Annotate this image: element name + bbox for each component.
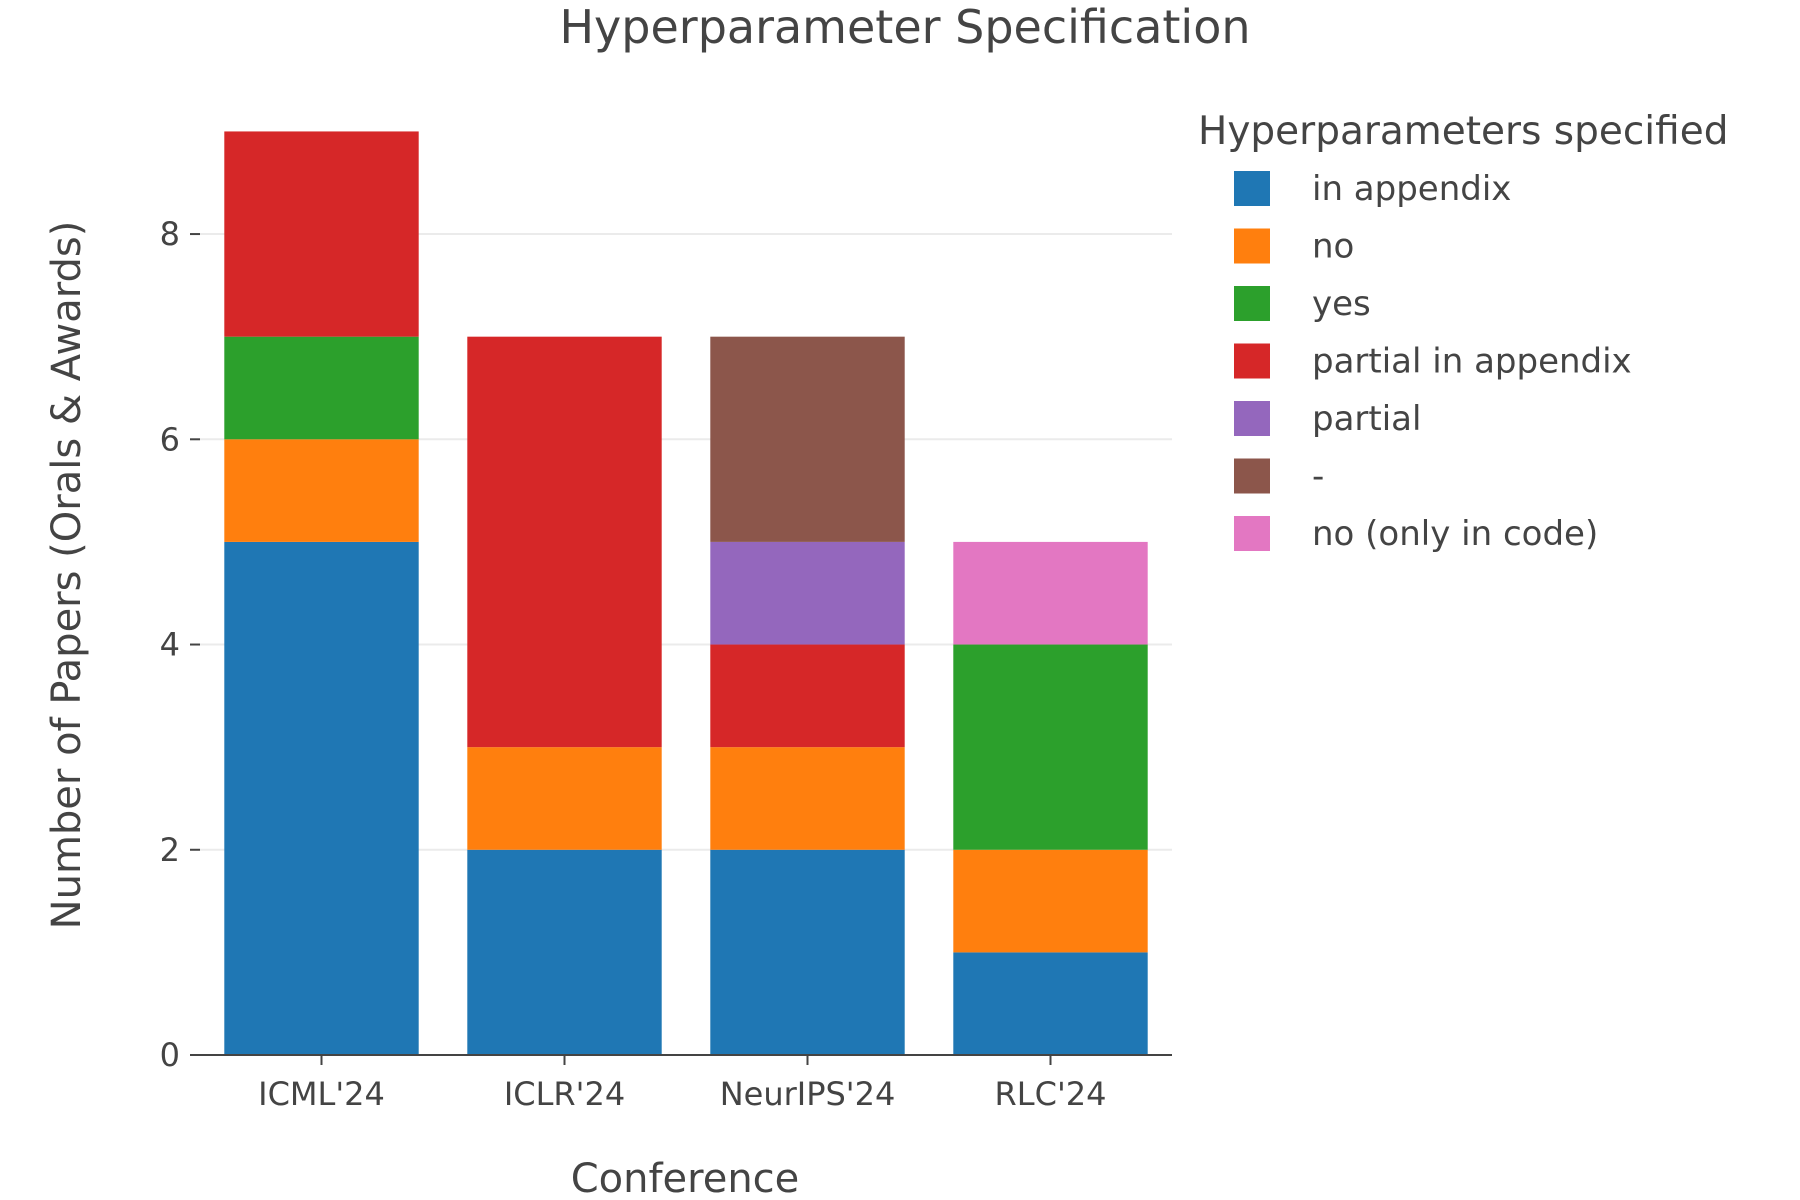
legend-swatch — [1234, 171, 1270, 206]
y-tick-label: 4 — [160, 626, 180, 664]
x-tick-label: RLC'24 — [995, 1075, 1107, 1113]
bar-segment[interactable] — [224, 541, 419, 1055]
legend-item[interactable]: partial in appendix — [1234, 342, 1632, 382]
legend-swatch — [1234, 516, 1270, 551]
legend-label: no (only in code) — [1312, 514, 1598, 554]
legend-label: in appendix — [1312, 169, 1511, 209]
bar-segment[interactable] — [467, 336, 662, 748]
bar-segment[interactable] — [224, 131, 419, 337]
bar-segment[interactable] — [224, 439, 419, 542]
bar-segment[interactable] — [953, 952, 1148, 1055]
legend-item[interactable]: in appendix — [1234, 169, 1511, 209]
bar-segment[interactable] — [710, 849, 905, 1055]
legend-label: partial — [1312, 399, 1421, 439]
legend[interactable]: Hyperparameters specified in appendix no y… — [1198, 109, 1728, 554]
bar-segment[interactable] — [467, 849, 662, 1055]
y-axis-title: Number of Papers (Orals & Awards) — [44, 221, 90, 930]
bar-segment[interactable] — [710, 336, 905, 542]
x-tick-label: ICML'24 — [258, 1075, 385, 1113]
bar-segment[interactable] — [710, 747, 905, 850]
legend-item[interactable]: yes — [1234, 284, 1371, 324]
legend-swatch — [1234, 228, 1270, 264]
bar-segment[interactable] — [953, 541, 1148, 645]
x-axis-title: Conference — [571, 1156, 800, 1200]
bar-segment[interactable] — [224, 336, 419, 440]
legend-label: no — [1312, 227, 1354, 267]
legend-swatch — [1234, 343, 1270, 379]
y-tick-label: 6 — [160, 420, 180, 458]
chart-title: Hyperparameter Specification — [559, 0, 1250, 54]
legend-item[interactable]: - — [1234, 457, 1324, 497]
y-tick-label: 0 — [160, 1036, 180, 1074]
axes: 0 2 4 6 8 ICML'24 ICLR'24 NeurIPS'24 RLC'24 — [160, 215, 1172, 1113]
bar-segment[interactable] — [710, 541, 905, 645]
legend-label: yes — [1312, 284, 1371, 324]
legend-swatch — [1234, 458, 1270, 494]
y-tick-label: 8 — [160, 215, 180, 253]
legend-title: Hyperparameters specified — [1198, 109, 1728, 154]
legend-swatch — [1234, 401, 1270, 436]
legend-swatch — [1234, 286, 1270, 321]
y-tick-label: 2 — [160, 831, 180, 869]
legend-item[interactable]: no (only in code) — [1234, 514, 1598, 554]
x-tick-label: NeurIPS'24 — [720, 1075, 896, 1113]
legend-item[interactable]: no — [1234, 227, 1354, 267]
x-tick-label: ICLR'24 — [504, 1075, 625, 1113]
legend-label: partial in appendix — [1312, 342, 1632, 382]
bar-segment[interactable] — [710, 644, 905, 748]
legend-item[interactable]: partial — [1234, 399, 1421, 439]
bar-segment[interactable] — [953, 849, 1148, 953]
bars — [224, 131, 1148, 1055]
bar-segment[interactable] — [953, 644, 1148, 850]
legend-label: - — [1312, 457, 1324, 497]
bar-segment[interactable] — [467, 747, 662, 850]
